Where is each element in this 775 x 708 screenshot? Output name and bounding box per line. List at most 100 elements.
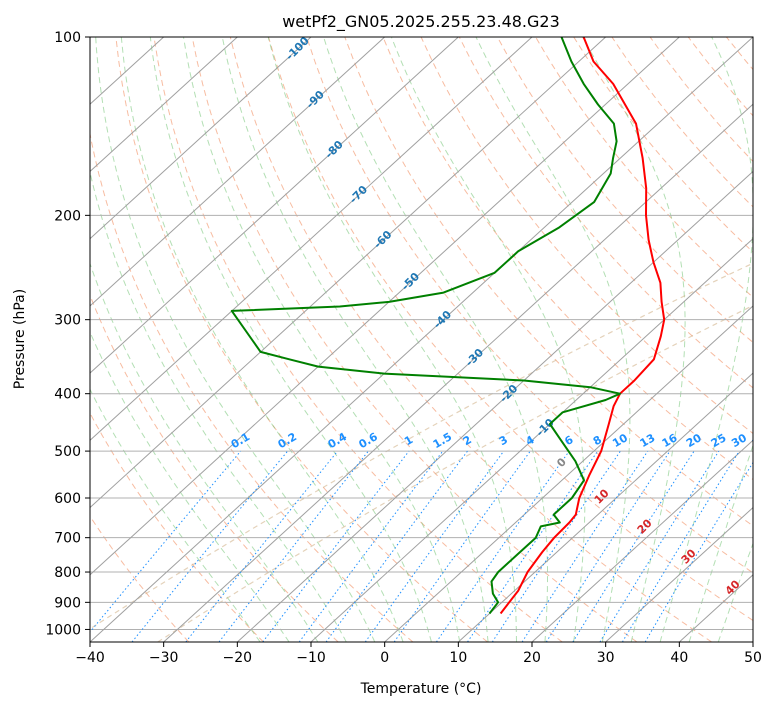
isotherm-line [605,506,753,642]
moist-adiabat [659,37,753,642]
mixing-ratio-label: 13 [638,431,658,450]
x-tick-label: −30 [149,650,179,666]
mixing-ratio-line [521,450,649,642]
y-tick-label: 800 [54,565,81,581]
chart-title: wetPf2_GN05.2025.255.23.48.G23 [282,12,560,32]
plot-frame [89,36,754,643]
dry-adiabat [535,37,753,298]
mixing-ratio-line [435,450,570,642]
moist-adiabat [221,37,489,642]
mixing-ratio-label: 0.4 [326,430,350,451]
mixing-ratio-line [262,450,410,642]
y-tick-label: 200 [54,208,81,224]
y-axis-label: Pressure (hPa) [12,289,28,389]
x-tick-label: 10 [449,650,467,666]
isotherm-line [90,37,238,173]
mixing-ratio-line [545,450,671,642]
mixing-ratio-line [131,450,288,642]
isotherm-line [457,372,753,642]
mixing-ratio-line [621,450,740,642]
moist-adiabat-label: 20 [635,516,655,536]
isotherm-line [90,37,607,509]
isotherm-line [90,37,459,374]
dewpoint-profile [230,37,621,615]
mixing-ratio-line [364,450,505,642]
x-axis-label: Temperature (°C) [360,681,482,697]
isotherm-line [90,37,680,576]
isotherm-line [310,237,753,642]
isotherm-line [384,305,753,642]
x-tick-label: −20 [223,650,253,666]
dry-adiabat [573,37,753,253]
dry-adiabat [229,37,712,642]
isotherm-line [531,439,753,642]
moist-adiabat [90,330,290,642]
x-tick-label: 30 [597,650,615,666]
mixing-ratio-label: 1.5 [431,430,454,451]
moist-adiabat [95,37,376,642]
y-tick-label: 900 [54,595,81,611]
dry-adiabat [90,412,264,642]
x-tick-label: −10 [296,650,326,666]
mixing-ratio-label: 1 [402,433,415,448]
x-tick-label: −40 [75,650,105,666]
mixing-ratio-line [467,450,599,642]
annotations: -100-90-80-70-60-50-40-30-20-100.1 0.2 0.4… [229,34,753,598]
moist-adiabat [120,37,404,642]
moist-adiabat [475,37,631,642]
mixing-ratio-line [325,450,468,642]
moist-adiabat [90,169,347,642]
dry-adiabat [115,37,488,642]
moist-adiabat [323,37,548,642]
mixing-ratio-line [185,450,338,642]
x-tick-label: 40 [670,650,688,666]
isotherm-line [90,37,386,307]
mixing-ratio-line [393,450,531,642]
moist-adiabat-label: 10 [592,486,612,506]
moist-adiabat [390,37,586,642]
moist-adiabat-label: 30 [679,546,699,566]
dry-adiabat [306,37,753,574]
dry-adiabat [344,37,753,527]
y-tick-label: 100 [54,30,81,46]
x-tick-label: 0 [380,650,389,666]
dry-adiabat [726,37,753,71]
background-lines [90,37,775,642]
mixing-ratio-line [90,450,242,633]
y-tick-label: 400 [54,387,81,403]
dry-adiabat [153,37,563,642]
dry-adiabat [382,37,753,481]
mixing-ratio-label: 2 [461,433,474,448]
dry-adiabat [191,37,638,642]
isotherm-line [163,103,753,642]
moist-adiabat [717,542,753,642]
mixing-ratio-label: 25 [709,431,729,450]
isotherm-line [90,37,312,240]
x-tick-label: 50 [744,650,762,666]
profiles [230,37,666,615]
moist-adiabat [688,443,753,642]
dry-adiabat [765,37,775,642]
moist-adiabat [183,37,461,642]
moist-adiabat [149,37,432,642]
auxiliary-curve [157,304,753,642]
auxiliary-curve [90,262,753,630]
y-tick-label: 500 [54,444,81,460]
moist-adiabat [267,37,517,642]
isotherm-line [236,170,753,642]
isotherm-line [90,37,753,642]
y-tick-label: 1000 [45,622,81,638]
dry-adiabat [268,37,753,622]
moist-adiabat-label: 0 [554,455,569,470]
moist-adiabat [90,262,319,642]
dry-adiabat [496,37,753,344]
mixing-ratio-label: 30 [729,431,749,450]
mixing-ratio-line [218,450,369,642]
moist-adiabat [90,388,261,642]
isotherm-label: -100 [283,34,312,63]
dry-adiabat [649,37,753,163]
mixing-ratio-label: 0.1 [229,430,252,451]
mixing-ratio-line [298,450,444,642]
mixing-ratio-line [599,450,720,642]
